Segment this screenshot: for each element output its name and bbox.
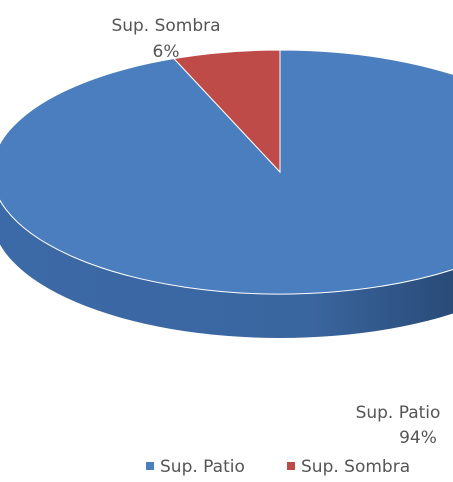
pie-slice-sup-sombra bbox=[172, 49, 281, 174]
pie-slice-sup-patio bbox=[0, 49, 453, 295]
slice-label-name-sombra: Sup. Sombra bbox=[111, 16, 220, 36]
legend-label-patio: Sup. Patio bbox=[160, 457, 245, 477]
slice-label-name-patio: Sup. Patio bbox=[356, 403, 441, 423]
pie-slices bbox=[0, 49, 453, 338]
chart-legend: Sup. Patio Sup. Sombra bbox=[146, 457, 410, 477]
pie-slice-side-sup-patio bbox=[0, 200, 453, 338]
legend-swatch-sombra bbox=[287, 462, 295, 470]
slice-label-value-sombra: 6% bbox=[153, 42, 180, 62]
pie-data-labels: Sup. Sombra 6% Sup. Patio 94% bbox=[111, 16, 440, 448]
legend-label-sombra: Sup. Sombra bbox=[301, 457, 410, 477]
legend-swatch-patio bbox=[146, 462, 154, 470]
slice-label-value-patio: 94% bbox=[399, 428, 437, 448]
